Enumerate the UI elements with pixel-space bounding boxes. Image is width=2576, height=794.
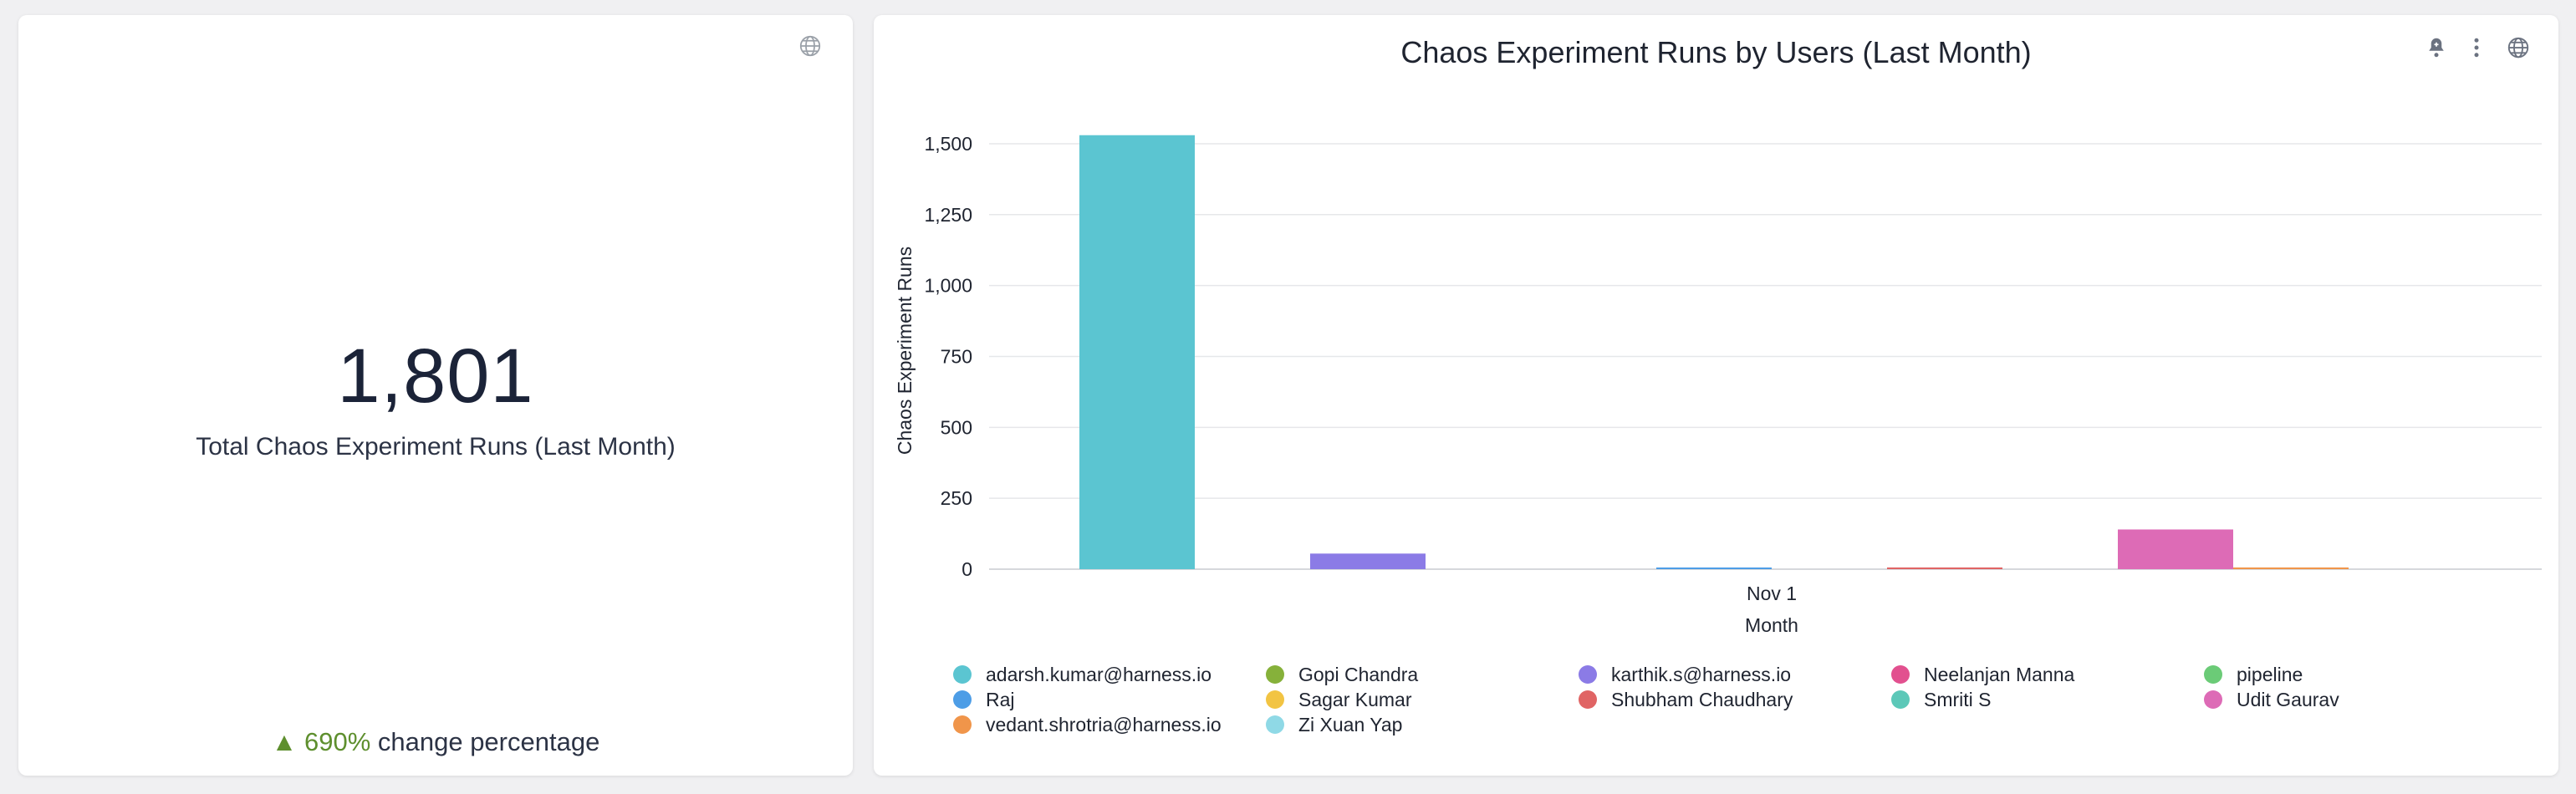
legend-swatch <box>1266 715 1284 734</box>
legend-swatch <box>953 690 972 709</box>
legend-label: karthik.s@harness.io <box>1611 663 1792 685</box>
bar-shubham-chaudhary <box>1887 567 2002 569</box>
globe-icon[interactable] <box>2504 33 2533 62</box>
legend-label: Zi Xuan Yap <box>1298 713 1403 735</box>
change-value: 690% <box>304 727 371 756</box>
legend-item[interactable]: karthik.s@harness.io <box>1579 664 1891 685</box>
legend-swatch <box>2204 690 2222 709</box>
legend-swatch <box>953 715 972 734</box>
legend-label: Sagar Kumar <box>1298 688 1412 710</box>
bar-chart: 0 250 500 750 1,000 1,250 1,500 Chaos Experimen… <box>894 133 2542 636</box>
legend-label: adarsh.kumar@harness.io <box>986 663 1212 685</box>
globe-icon[interactable] <box>796 32 824 60</box>
legend-item[interactable]: Neelanjan Manna <box>1891 664 2204 685</box>
legend-swatch <box>1891 690 1910 709</box>
legend-item[interactable]: Gopi Chandra <box>1266 664 1579 685</box>
chart-title: Chaos Experiment Runs by Users (Last Mon… <box>1400 35 2032 69</box>
legend-swatch <box>1266 690 1284 709</box>
legend-item[interactable]: Udit Gaurav <box>2204 689 2517 710</box>
y-axis-label: Chaos Experiment Runs <box>894 247 916 455</box>
runs-by-user-chart-card: 0 250 500 750 1,000 1,250 1,500 Chaos Experimen… <box>874 15 2558 776</box>
legend-item[interactable]: Zi Xuan Yap <box>1266 714 1579 735</box>
x-tick-label: Nov 1 <box>1747 583 1797 604</box>
alert-bell-icon[interactable] <box>2422 33 2451 62</box>
total-runs-card: 1,801 Total Chaos Experiment Runs (Last … <box>18 15 853 776</box>
legend-label: Smriti S <box>1924 688 1992 710</box>
legend-item[interactable]: vedant.shrotria@harness.io <box>953 714 1266 735</box>
y-tick-label: 0 <box>962 558 972 580</box>
change-arrow-icon: ▲ <box>271 727 298 756</box>
legend-item[interactable]: pipeline <box>2204 664 2517 685</box>
legend-item[interactable]: Smriti S <box>1891 689 2204 710</box>
kpi-value: 1,801 <box>337 333 534 419</box>
y-tick-label: 250 <box>941 487 972 509</box>
legend-swatch <box>1266 665 1284 684</box>
bar-vedant-shrotria-harness-io <box>2233 567 2349 569</box>
kpi-label: Total Chaos Experiment Runs (Last Month) <box>196 433 676 461</box>
y-tick-label: 500 <box>941 416 972 438</box>
legend-label: Udit Gaurav <box>2237 688 2339 710</box>
bar-udit-gaurav <box>2118 529 2233 569</box>
x-axis-label: Month <box>1745 614 1798 636</box>
legend-item[interactable]: adarsh.kumar@harness.io <box>953 664 1266 685</box>
more-options-icon[interactable] <box>2462 33 2491 62</box>
legend-swatch <box>1579 665 1597 684</box>
legend-label: Raj <box>986 688 1015 710</box>
legend-label: pipeline <box>2237 663 2303 685</box>
legend-label: Neelanjan Manna <box>1924 663 2075 685</box>
legend-label: vedant.shrotria@harness.io <box>986 713 1222 735</box>
y-tick-label: 1,250 <box>924 204 972 226</box>
chart-legend: adarsh.kumar@harness.io Gopi Chandra karth… <box>953 664 2525 735</box>
y-tick-label: 750 <box>941 345 972 367</box>
legend-swatch <box>2204 665 2222 684</box>
legend-item[interactable]: Raj <box>953 689 1266 710</box>
legend-label: Gopi Chandra <box>1298 663 1419 685</box>
kpi-change: ▲ 690% change percentage <box>18 727 853 757</box>
legend-swatch <box>953 665 972 684</box>
bar-adarsh-kumar-harness-io <box>1079 135 1195 570</box>
y-tick-label: 1,500 <box>924 133 972 155</box>
legend-swatch <box>1891 665 1910 684</box>
change-text: change percentage <box>370 727 600 756</box>
bar-karthik-s-harness-io <box>1310 553 1426 569</box>
legend-item[interactable]: Sagar Kumar <box>1266 689 1579 710</box>
bar-raj <box>1656 568 1772 569</box>
y-tick-label: 1,000 <box>924 275 972 297</box>
legend-swatch <box>1579 690 1597 709</box>
legend-label: Shubham Chaudhary <box>1611 688 1793 710</box>
legend-item[interactable]: Shubham Chaudhary <box>1579 689 1891 710</box>
